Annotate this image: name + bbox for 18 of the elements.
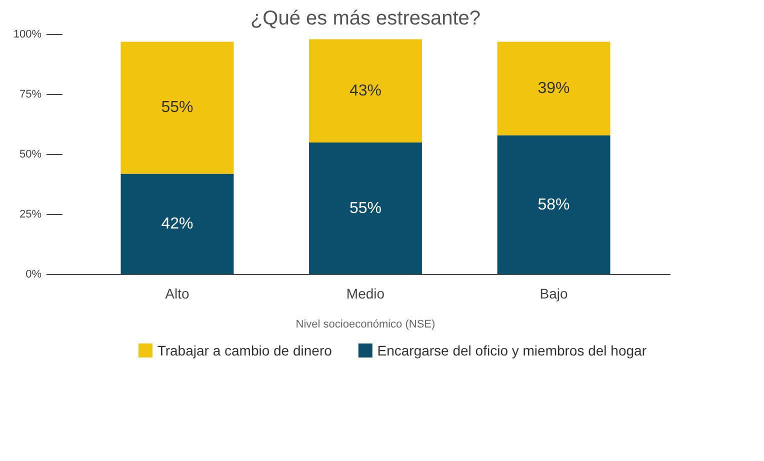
data-label: 58% xyxy=(538,196,570,214)
data-label: 39% xyxy=(538,80,570,97)
legend-label: Trabajar a cambio de dinero xyxy=(157,342,332,358)
y-tick-label: 100% xyxy=(13,28,42,40)
y-tick-label: 25% xyxy=(19,208,42,220)
x-tick-label: Alto xyxy=(165,286,190,302)
chart-title: ¿Qué es más estresante? xyxy=(250,8,481,30)
data-label: 55% xyxy=(161,99,194,116)
y-tick-label: 50% xyxy=(19,148,42,160)
y-tick-label: 75% xyxy=(19,88,42,100)
legend-label: Encargarse del oficio y miembros del hogar xyxy=(377,342,647,358)
data-label: 42% xyxy=(161,216,194,233)
x-axis-title: Nivel socioeconómico (NSE) xyxy=(296,318,436,330)
x-tick-label: Bajo xyxy=(540,286,568,302)
data-label: 43% xyxy=(349,82,382,100)
x-tick-label: Medio xyxy=(346,286,385,302)
data-label: 55% xyxy=(349,200,382,217)
y-tick-label: 0% xyxy=(26,268,42,280)
